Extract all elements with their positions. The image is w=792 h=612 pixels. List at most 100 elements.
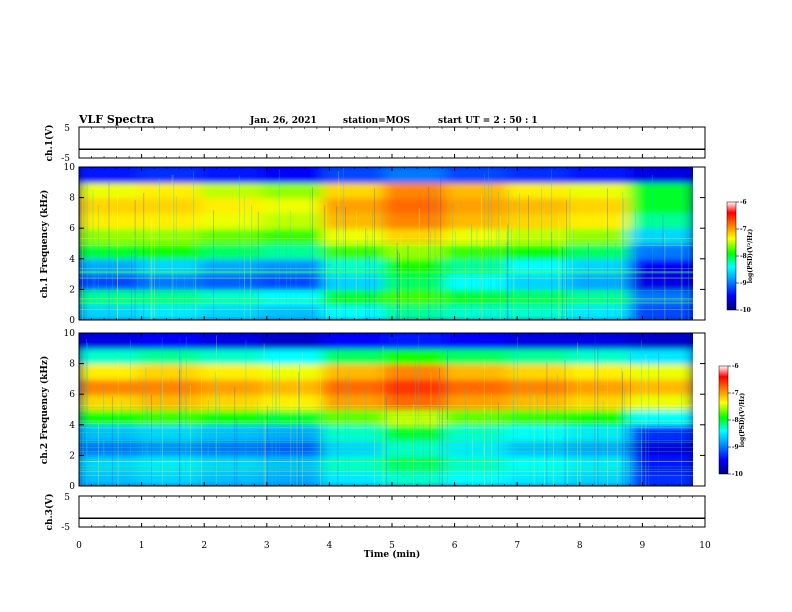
colorbar-tick-label: -7: [732, 390, 739, 397]
spectrogram-cell: [199, 227, 266, 245]
time-ticks: [78, 127, 706, 527]
colorbar-tick-label: -9: [740, 280, 747, 287]
spectrogram-cell: [506, 303, 573, 320]
spectrogram-cell: [199, 393, 266, 411]
spectrogram-cell: [384, 196, 450, 214]
time-tick-label: 5: [389, 541, 395, 551]
spectrogram-cell: [629, 273, 693, 291]
spectrogram-cell: [138, 257, 204, 276]
freq-tick-label: 6: [69, 224, 75, 234]
ch3-voltage-frame: [78, 495, 706, 528]
spectrogram-cell: [79, 257, 143, 276]
date-label: Jan. 26, 2021: [249, 116, 317, 126]
spectrogram-cell: [199, 211, 266, 230]
spectrogram-cell: [506, 347, 573, 365]
spectrogram-cell: [79, 227, 143, 245]
spectrogram-cell: [384, 377, 450, 396]
spectrogram-cell: [79, 439, 143, 457]
spectrogram-cell: [322, 242, 388, 260]
spectrogram-cell: [568, 347, 634, 365]
spectrogram-cell: [445, 227, 511, 245]
spectrogram-cell: [261, 181, 327, 199]
spectrogram-cell: [261, 196, 327, 214]
colorbar-tick-label: -8: [740, 253, 747, 260]
spectrogram-cell: [199, 333, 266, 350]
time-tick-label: 10: [699, 541, 711, 551]
ch3-ytick-top: 5: [64, 493, 70, 503]
spectrogram-cell: [629, 303, 693, 320]
spectrogram-cell: [629, 362, 693, 380]
spectrogram-cell: [138, 273, 204, 291]
ch1-spectrogram-panel: 0 2 4 6 8 10 ch.1 Frequency (kHz): [39, 163, 706, 326]
spectrogram-cell: [568, 393, 634, 411]
freq-tick-label: 10: [64, 163, 76, 173]
spectrogram-cell: [79, 181, 143, 199]
spectrogram-cell: [506, 181, 573, 199]
spectrogram-cell: [322, 288, 388, 306]
spectrogram-cell: [79, 288, 143, 306]
spectrogram-cell: [384, 288, 450, 306]
ch1-freq-ylabel: ch.1 Frequency (kHz): [39, 190, 50, 299]
freq-tick-label: 0: [69, 316, 75, 326]
spectrogram-cell: [445, 288, 511, 306]
spectrogram-cell: [506, 408, 573, 426]
spectrogram-cell: [199, 454, 266, 472]
spectrogram-cell: [261, 393, 327, 411]
spectrogram-cell: [568, 303, 634, 320]
freq-tick-label: 8: [69, 360, 75, 370]
spectrogram-cell: [138, 454, 204, 472]
spectrogram-cell: [79, 196, 143, 214]
spectrogram-cell: [199, 377, 266, 396]
spectrogram-cell: [322, 454, 388, 472]
spectrogram-cell: [629, 408, 693, 426]
spectrogram-cell: [199, 347, 266, 365]
spectrogram-cell: [445, 242, 511, 260]
time-tick-label: 1: [139, 541, 145, 551]
freq-tick-label: 4: [69, 255, 75, 265]
spectrogram-cell: [506, 362, 573, 380]
spectrogram-cell: [629, 227, 693, 245]
ch1-freq-ticks: 0 2 4 6 8 10: [64, 163, 705, 326]
spectrogram-cell: [199, 181, 266, 199]
spectrogram-cell: [79, 211, 143, 230]
spectrogram-cell: [384, 469, 450, 486]
freq-tick-label: 8: [69, 194, 75, 204]
spectrogram-cell: [629, 167, 693, 184]
spectrogram-cell: [445, 211, 511, 230]
spectrogram-cell: [199, 288, 266, 306]
time-tick-label: 9: [640, 541, 646, 551]
spectrogram-cell: [506, 454, 573, 472]
ch1-voltage-ylabel: ch.1(V): [44, 125, 55, 162]
spectrogram-cell: [384, 181, 450, 199]
colorbar-tick-label: -7: [740, 226, 747, 233]
spectrogram-cell: [322, 439, 388, 457]
spectrogram-cell: [322, 227, 388, 245]
ch2-spectrogram-panel: 0 2 4 6 8 10 ch.2 Frequency (kHz): [39, 329, 706, 492]
ch2-spectrogram-texture: [79, 333, 693, 486]
spectrogram-cell: [261, 362, 327, 380]
colorbar-tick-label: -6: [740, 199, 747, 206]
freq-tick-label: 2: [69, 451, 75, 461]
spectrogram-cell: [79, 167, 143, 184]
spectrogram-cell: [322, 181, 388, 199]
spectrogram-cell: [506, 377, 573, 396]
spectrogram-cell: [79, 454, 143, 472]
spectrogram-cell: [384, 408, 450, 426]
colorbar-tick-label: -10: [740, 307, 751, 314]
freq-tick-label: 0: [69, 482, 75, 492]
spectrogram-cell: [79, 377, 143, 396]
spectrogram-cell: [445, 377, 511, 396]
spectrogram-cell: [79, 242, 143, 260]
spectrogram-cell: [138, 469, 204, 486]
spectrogram-cell: [629, 333, 693, 350]
spectrogram-cell: [445, 469, 511, 486]
spectrogram-cell: [138, 227, 204, 245]
spectrogram-cell: [322, 408, 388, 426]
spectrogram-cell: [138, 362, 204, 380]
spectrogram-cell: [568, 333, 634, 350]
spectrogram-cell: [199, 167, 266, 184]
spectrogram-cell: [138, 242, 204, 260]
spectrogram-cell: [384, 303, 450, 320]
freq-tick-label: 6: [69, 390, 75, 400]
